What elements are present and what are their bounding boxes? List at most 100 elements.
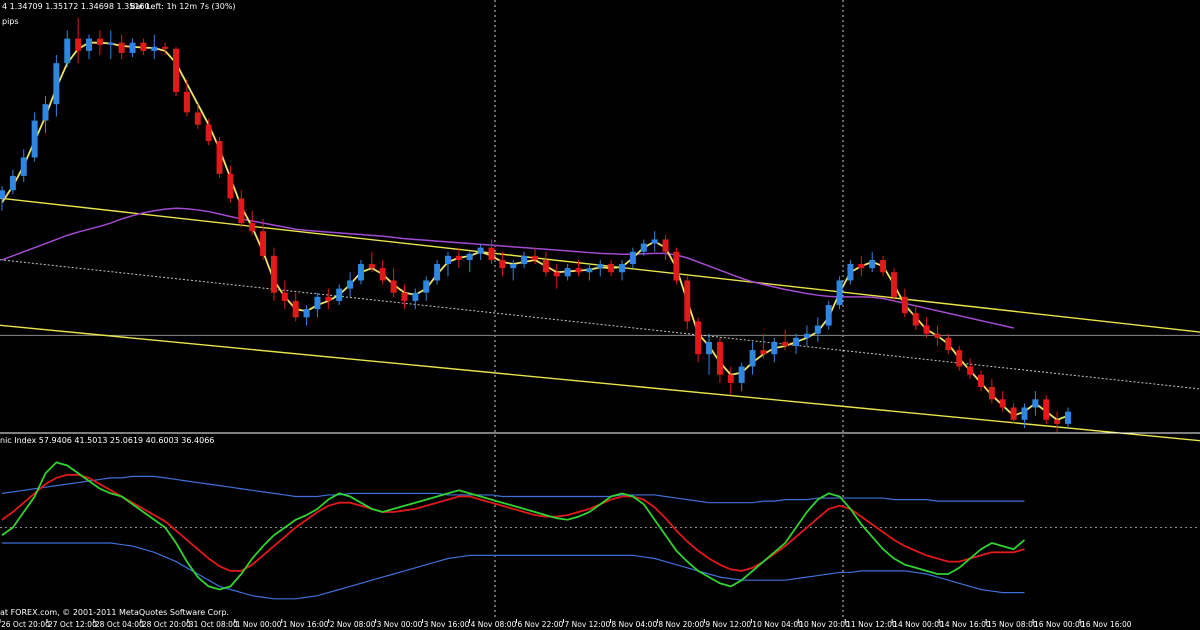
candle-body: [260, 231, 267, 256]
candle-body: [564, 268, 571, 277]
candle-body: [716, 341, 723, 375]
candle-body: [412, 292, 419, 301]
candle: [412, 288, 419, 310]
oscillator-upper-band: [1, 475, 1025, 504]
candle: [162, 42, 169, 55]
candle-body: [357, 264, 364, 281]
candle: [977, 370, 984, 392]
candle-body: [510, 264, 517, 269]
candle-body: [336, 288, 343, 301]
candle: [390, 268, 397, 297]
candle: [890, 268, 897, 301]
candle-body: [956, 350, 963, 367]
candle: [75, 18, 82, 64]
candle-body: [227, 173, 234, 199]
candle: [923, 317, 930, 338]
candle-body: [466, 253, 473, 260]
candle-body: [129, 42, 136, 53]
candle: [869, 251, 876, 273]
candle: [292, 292, 299, 322]
candle: [858, 255, 865, 277]
candle: [260, 218, 267, 260]
candle: [270, 247, 277, 301]
candle-body: [738, 366, 745, 383]
candle-body: [292, 300, 299, 318]
candle: [684, 276, 691, 330]
candle-body: [477, 247, 484, 254]
candle-body: [880, 259, 887, 273]
candle-body: [662, 239, 669, 252]
candle-body: [151, 46, 158, 51]
candle: [140, 38, 147, 55]
channel-lower-line: [0, 324, 1200, 442]
oscillator-lower-band: [2, 542, 1025, 600]
candle: [597, 259, 604, 277]
candle: [20, 149, 27, 183]
pips-label: pips: [2, 17, 19, 26]
time-tick-label: 31 Oct 08:00: [189, 620, 238, 629]
candle: [227, 165, 234, 203]
candle-body: [869, 259, 876, 269]
candle: [836, 276, 843, 310]
candle: [880, 255, 887, 277]
candle: [444, 251, 451, 277]
candle-body: [934, 333, 941, 338]
candle-body: [597, 264, 604, 269]
candle: [1021, 403, 1028, 428]
time-tick-label: 6 Nov 22:00: [518, 620, 564, 629]
candle-body: [912, 313, 919, 326]
candle-body: [1021, 407, 1028, 420]
candle-body: [390, 280, 397, 293]
candle-body: [173, 48, 180, 92]
candle-body: [96, 38, 103, 45]
candle: [434, 259, 441, 285]
candle: [586, 264, 593, 281]
candle: [1043, 395, 1050, 424]
candle: [793, 333, 800, 355]
time-tick-label: 27 Oct 12:00: [48, 620, 97, 629]
candle-body: [270, 255, 277, 293]
moving-averages: [1, 41, 1069, 421]
candle: [194, 104, 201, 129]
candle: [281, 280, 288, 310]
candle: [238, 190, 245, 228]
candle: [1054, 411, 1061, 433]
candle: [510, 259, 517, 281]
time-tick-label: 15 Nov 08:00: [987, 620, 1038, 629]
candle-body: [314, 296, 321, 310]
candle-body: [118, 42, 125, 53]
time-tick-label: 10 Nov 04:00: [752, 620, 803, 629]
candle: [553, 264, 560, 289]
candle-body: [368, 264, 375, 269]
time-tick-label: 10 Nov 20:00: [799, 620, 850, 629]
candle-body: [303, 309, 310, 318]
candle-body: [945, 337, 952, 351]
candle-body: [347, 280, 354, 289]
candle-body: [205, 124, 212, 142]
candle-body: [542, 259, 549, 273]
candle-body: [619, 264, 626, 273]
candle-body: [695, 321, 702, 355]
candle-body: [183, 91, 190, 113]
candle: [151, 34, 158, 60]
candle: [912, 305, 919, 330]
candle-body: [803, 333, 810, 338]
oscillator-panel: [0, 461, 1200, 600]
candle: [662, 235, 669, 260]
candle: [988, 378, 995, 404]
candle-body: [140, 42, 147, 51]
time-tick-label: 16 Nov 00:00: [1034, 620, 1085, 629]
candle-body: [455, 255, 462, 260]
candle: [1032, 391, 1039, 416]
candle-body: [988, 387, 995, 400]
candle: [183, 79, 190, 117]
candle-body: [629, 251, 636, 265]
candle-body: [814, 325, 821, 334]
candle-body: [107, 42, 114, 45]
candle: [727, 366, 734, 396]
candle: [9, 169, 16, 195]
candle-body: [727, 374, 734, 383]
candle-body: [325, 296, 332, 301]
